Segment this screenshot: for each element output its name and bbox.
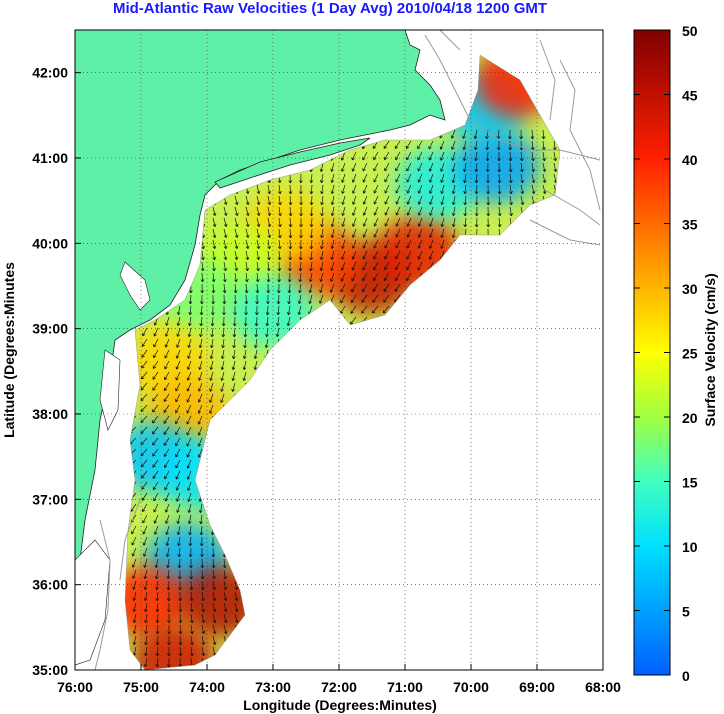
- x-axis-label: Longitude (Degrees:Minutes): [243, 697, 437, 713]
- colorbar-tick-label: 30: [682, 281, 698, 297]
- x-tick-label: 68:00: [585, 679, 621, 695]
- y-tick-label: 40:00: [32, 235, 68, 251]
- colorbar-tick-label: 50: [682, 23, 698, 39]
- colorbar-tick-label: 35: [682, 217, 698, 233]
- long-island: [214, 137, 371, 189]
- x-tick-label: 76:00: [57, 679, 93, 695]
- y-tick-label: 35:00: [32, 662, 68, 678]
- colorbar-label: Surface Velocity (cm/s): [702, 273, 718, 426]
- y-tick-label: 41:00: [32, 150, 68, 166]
- chart-title: Mid-Atlantic Raw Velocities (1 Day Avg) …: [112, 0, 548, 17]
- colorbar-tick-label: 45: [682, 88, 698, 104]
- x-tick-label: 69:00: [519, 679, 555, 695]
- colorbar-tick-label: 15: [682, 475, 698, 491]
- colorbar-tick-label: 40: [682, 152, 698, 168]
- y-tick-label: 37:00: [32, 491, 68, 507]
- x-tick-label: 75:00: [123, 679, 159, 695]
- bathymetry-contours: [94, 30, 601, 670]
- colorbar-tick-label: 25: [682, 346, 698, 362]
- y-tick-label: 38:00: [32, 406, 68, 422]
- colorbar-tick-label: 20: [682, 410, 698, 426]
- x-tick-label: 73:00: [255, 679, 291, 695]
- velocity-region: [455, 130, 540, 203]
- y-tick-label: 42:00: [32, 65, 68, 81]
- y-tick-label: 39:00: [32, 321, 68, 337]
- colorbar-tick-label: 0: [682, 668, 690, 684]
- colorbar-tick-label: 5: [682, 604, 690, 620]
- x-tick-label: 74:00: [189, 679, 225, 695]
- colorbar-tick-label: 10: [682, 539, 698, 555]
- x-tick-label: 72:00: [321, 679, 357, 695]
- velocity-region: [132, 625, 216, 670]
- y-axis-label: Latitude (Degrees:Minutes: [1, 262, 17, 438]
- y-tick-label: 36:00: [32, 577, 68, 593]
- x-tick-label: 71:00: [387, 679, 423, 695]
- x-tick-label: 70:00: [453, 679, 489, 695]
- grid: [75, 30, 603, 670]
